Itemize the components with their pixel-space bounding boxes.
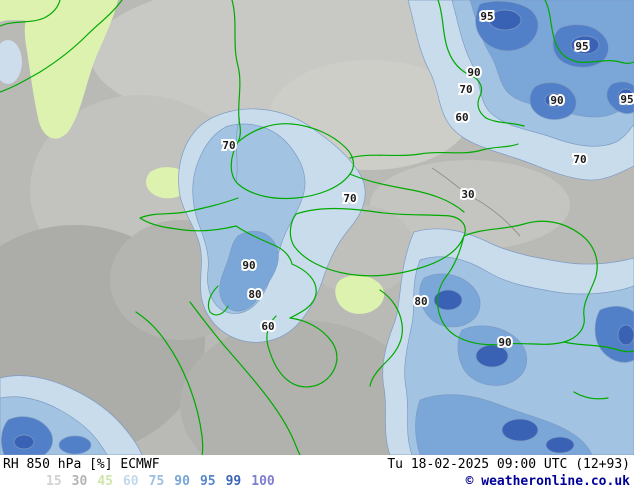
map-datetime: Tu 18-02-2025 09:00 UTC (12+93)	[387, 457, 630, 472]
contour-label: 95	[620, 93, 633, 106]
contour-label: 70	[459, 83, 472, 96]
copyright-notice: © weatheronline.co.uk	[465, 474, 630, 489]
humid-region-topright	[407, 0, 634, 181]
contour-lines	[235, 117, 521, 237]
country-borders	[0, 0, 634, 455]
legend-value-95: 95	[199, 474, 216, 489]
legend-value-75: 75	[148, 474, 165, 489]
contour-label: 90	[242, 259, 255, 272]
legend-value-60: 60	[122, 474, 139, 489]
legend-value-99: 99	[225, 474, 242, 489]
contour-labels: 95 95 90 70 90 95 60 70 70 30 70 90 80 8…	[220, 8, 634, 351]
contour-label: 80	[248, 288, 261, 301]
contour-label: 80	[414, 295, 427, 308]
legend-value-30: 30	[71, 474, 88, 489]
rh-850hpa-map-canvas: 95 95 90 70 90 95 60 70 70 30 70 90 80 8…	[0, 0, 634, 455]
contour-label: 95	[575, 40, 588, 53]
contour-label: 90	[467, 66, 480, 79]
contour-label: 70	[573, 153, 586, 166]
legend-value-100: 100	[251, 474, 275, 489]
contour-label: 70	[222, 139, 235, 152]
legend-value-90: 90	[174, 474, 190, 489]
contour-label: 90	[498, 336, 511, 349]
humid-region-center	[178, 108, 366, 343]
legend-value-15: 15	[46, 474, 62, 489]
weather-map: 95 95 90 70 90 95 60 70 70 30 70 90 80 8…	[0, 0, 634, 455]
contour-label: 60	[455, 111, 468, 124]
map-title: RH 850 hPa [%] ECMWF	[3, 457, 160, 472]
color-scale-legend: 15 30 45 60 75 90 95 99 100	[0, 473, 275, 490]
contour-label: 95	[480, 10, 493, 23]
footer-row-title: RH 850 hPa [%] ECMWF Tu 18-02-2025 09:00…	[0, 456, 634, 473]
humid-region-bottomright	[382, 228, 634, 455]
sea-patch	[0, 40, 22, 84]
footer-bar: RH 850 hPa [%] ECMWF Tu 18-02-2025 09:00…	[0, 455, 634, 490]
contour-label: 70	[343, 192, 356, 205]
humid-region-bottomleft	[0, 375, 143, 455]
legend-value-45: 45	[97, 474, 113, 489]
contour-label: 30	[461, 188, 474, 201]
contour-label: 60	[261, 320, 274, 333]
contour-label: 90	[550, 94, 563, 107]
footer-row-legend: 15 30 45 60 75 90 95 99 100 © weatheronl…	[0, 473, 634, 490]
